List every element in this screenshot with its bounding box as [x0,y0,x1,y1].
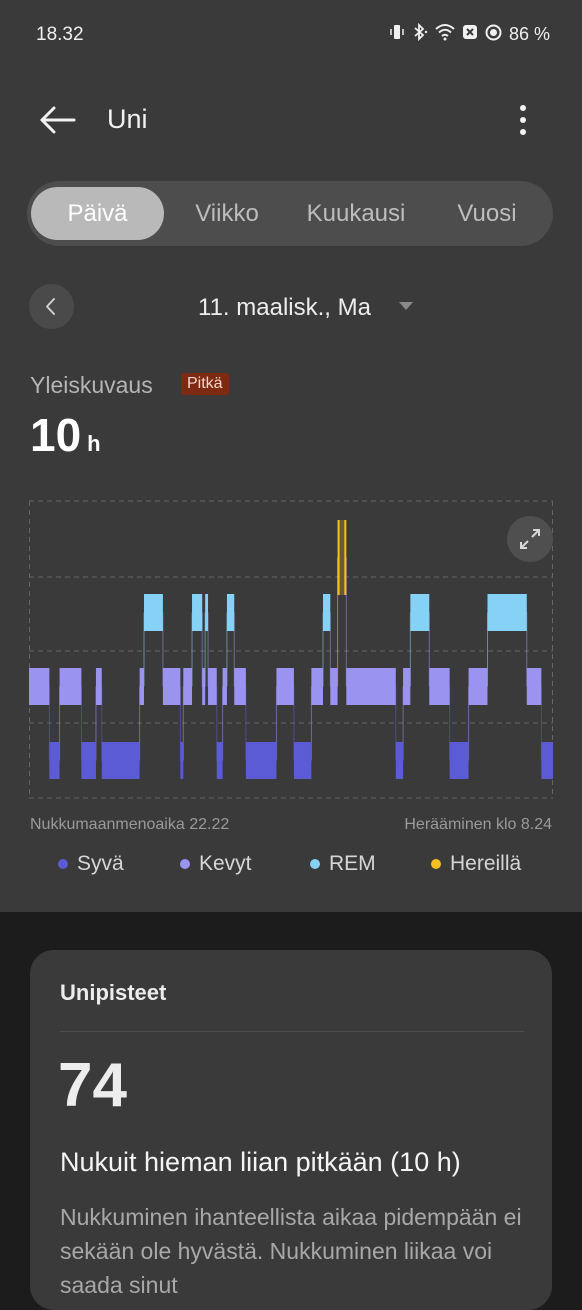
stage-block [323,594,331,631]
back-button[interactable] [36,102,80,138]
stage-block [59,668,82,705]
stage-block [162,668,181,705]
status-time: 18.32 [36,24,84,45]
stage-block [410,594,430,631]
expand-icon [520,529,540,549]
tab-week[interactable]: Viikko [195,200,259,227]
chart-legend: Syvä Kevyt REM Hereillä [0,852,582,882]
sleep-stage-chart [29,500,553,799]
tab-day[interactable]: Päivä [31,187,164,240]
chevron-left-icon [46,298,55,315]
stage-block [216,742,223,779]
previous-day-button[interactable] [29,284,74,329]
app-bar: Uni [0,80,582,160]
stage-block [81,742,96,779]
sleep-score-card[interactable]: Unipisteet 74 Nukuit hieman liian pitkää… [30,950,552,1310]
legend-item-awake: Hereillä [431,852,521,876]
stage-block [487,594,527,631]
legend-dot-deep [58,859,68,869]
sleep-score: 74 [58,1051,127,1120]
legend-label-awake: Hereillä [450,852,522,875]
sync-icon [485,24,502,46]
expand-chart-button[interactable] [507,516,553,562]
period-tabs: Päivä Viikko Kuukausi Vuosi [27,181,553,246]
stage-block [208,668,217,705]
bedtime-label: Nukkumaanmenoaika 22.22 [30,816,230,833]
wifi-icon [435,23,455,46]
stage-block [101,742,140,779]
arrow-left-icon [40,106,76,134]
legend-dot-rem [310,859,320,869]
stage-block [526,668,542,705]
duration-unit: h [87,431,101,456]
tab-month[interactable]: Kuukausi [306,200,406,227]
nfc-icon [462,24,478,45]
stage-block [276,668,294,705]
stage-block [541,742,553,779]
divider [60,1031,524,1032]
more-options-button[interactable] [508,100,538,140]
stage-block [403,668,411,705]
tab-year[interactable]: Vuosi [457,200,517,227]
score-description: Nukkuminen ihanteellista aikaa pidempään… [60,1204,522,1298]
legend-label-rem: REM [329,852,376,875]
stage-block [143,594,163,631]
page-title: Uni [107,104,148,134]
stage-block [222,668,227,705]
legend-label-deep: Syvä [77,852,124,875]
stage-block [337,520,347,595]
legend-item-light: Kevyt [180,852,252,876]
stage-block [202,668,206,705]
date-navigator: 11. maalisk., Ma [0,282,582,332]
legend-dot-awake [431,859,441,869]
stage-block [139,668,144,705]
wake-time-label: Herääminen klo 8.24 [404,816,552,833]
stage-block [245,742,277,779]
stage-block [234,668,246,705]
battery-level: 86 % [508,24,550,44]
card-title: Unipisteet [60,980,167,1005]
top-panel: 18.32 86 % Uni [0,0,582,912]
stage-block [226,594,235,631]
stage-block [95,668,102,705]
caret-down-icon[interactable] [398,300,414,312]
overview-label: Yleiskuvaus [30,372,153,398]
status-badge: Pitkä [181,373,229,395]
status-icons: 86 % [389,22,550,46]
legend-item-rem: REM [310,852,376,876]
stage-block [395,742,404,779]
legend-item-deep: Syvä [58,852,124,876]
status-bar: 18.32 86 % [0,0,582,70]
sleep-duration: 10 h [30,408,101,462]
stage-block [293,742,312,779]
stage-block [29,668,50,705]
stage-block [311,668,324,705]
vibrate-icon [389,23,405,46]
bluetooth-icon [412,22,428,46]
stage-block [49,742,60,779]
stage-block [468,668,488,705]
stage-block [205,594,209,631]
stage-block [330,668,338,705]
stage-block [449,742,469,779]
duration-value: 10 [30,409,82,461]
stage-block [183,668,193,705]
date-label[interactable]: 11. maalisk., Ma [198,294,371,321]
legend-dot-light [180,859,190,869]
legend-label-light: Kevyt [199,852,252,875]
stage-block [429,668,450,705]
stage-block [192,594,203,631]
stage-block [346,668,396,705]
more-vertical-icon [520,105,526,135]
score-headline: Nukuit hieman liian pitkään (10 h) [60,1147,461,1177]
stage-block [180,742,184,779]
